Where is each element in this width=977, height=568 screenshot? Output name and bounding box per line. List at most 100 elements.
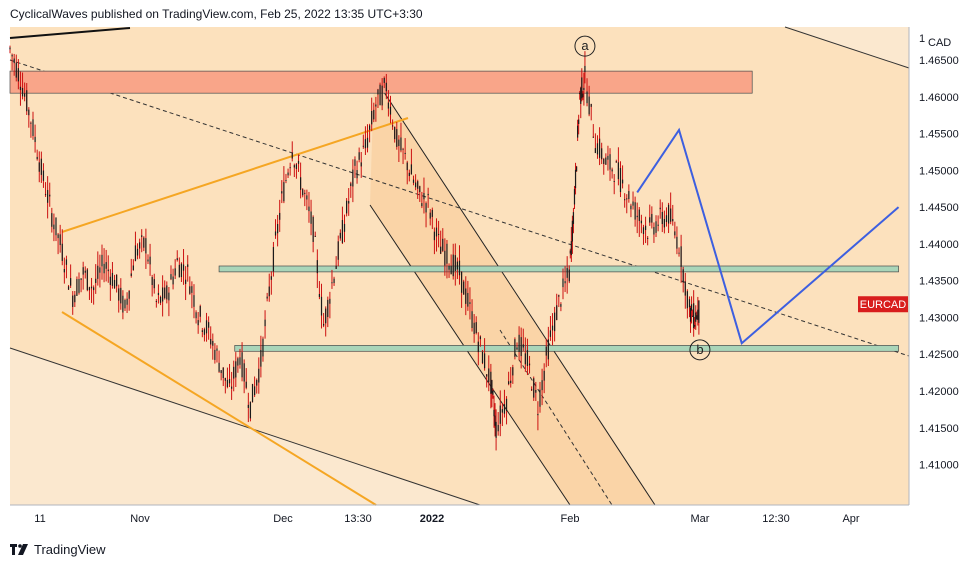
candle-body	[105, 262, 107, 269]
candle-body	[356, 170, 358, 179]
candle-body	[371, 110, 373, 125]
candle-body	[258, 368, 260, 383]
candle-body	[116, 274, 118, 287]
candle-body	[571, 220, 573, 242]
candle-body	[241, 352, 243, 378]
candle-body	[122, 295, 124, 313]
candle-body	[159, 296, 162, 303]
candle-body	[178, 264, 180, 278]
candle-body	[640, 220, 642, 224]
candle-body	[575, 166, 578, 172]
candle-body	[545, 346, 547, 356]
candle-body	[410, 164, 413, 175]
candle-body	[421, 203, 423, 207]
candle-body	[318, 293, 321, 297]
candle-body	[564, 281, 566, 284]
candle-body	[570, 241, 572, 256]
candle-body	[82, 267, 84, 275]
candle-body	[304, 192, 306, 194]
candle-body	[473, 322, 475, 334]
candle-body	[580, 87, 582, 104]
candle-body	[611, 169, 613, 172]
candle-body	[433, 231, 436, 241]
candle-body	[624, 199, 626, 201]
candle-body	[569, 250, 571, 254]
candle-body	[32, 119, 34, 136]
candle-body	[508, 381, 510, 385]
candle-body	[34, 136, 36, 143]
candle-body	[314, 235, 316, 237]
candle-body	[408, 172, 410, 177]
candle-body	[402, 148, 404, 150]
last-price-tag: EURCAD	[858, 296, 908, 313]
candle-body	[678, 252, 680, 254]
candle-body	[696, 315, 698, 320]
candle-body	[53, 224, 55, 230]
candle-body	[308, 206, 310, 212]
candle-body	[270, 276, 272, 280]
candle-body	[601, 148, 603, 160]
y-tick-label: 1.44000	[919, 239, 959, 251]
candle-body	[694, 324, 696, 327]
candle-body	[396, 129, 398, 147]
y-tick-label: 1.46500	[919, 55, 959, 67]
candle-body	[256, 379, 258, 386]
candle-body	[583, 87, 585, 91]
candle-body	[516, 347, 518, 350]
candle-body	[463, 281, 465, 295]
candle-body	[76, 279, 78, 296]
candle-body	[70, 278, 72, 286]
candle-body	[157, 292, 160, 296]
candle-body	[15, 62, 17, 78]
candle-body	[187, 264, 189, 267]
candle-body	[88, 287, 91, 291]
y-tick-label: 1.41500	[919, 423, 959, 435]
candle-body	[352, 169, 354, 187]
wave-label-circle-b	[689, 339, 711, 361]
candle-body	[644, 225, 647, 231]
wave-label-circle-a	[574, 35, 596, 57]
candle-body	[226, 379, 229, 387]
footer: TradingView	[10, 542, 106, 557]
candle-body	[469, 302, 471, 304]
candle-body	[400, 137, 402, 151]
candle-body	[471, 311, 473, 329]
candle-body	[143, 237, 145, 248]
candle-body	[59, 234, 61, 246]
candle-body	[543, 370, 545, 381]
candle-body	[17, 68, 19, 82]
candle-body	[535, 390, 537, 393]
y-axis-panel[interactable]	[910, 27, 977, 505]
candle-body	[310, 211, 312, 224]
candle-body	[254, 386, 256, 396]
candle-body	[364, 139, 367, 149]
candle-body	[168, 292, 170, 301]
candle-body	[40, 158, 42, 175]
candle-body	[13, 58, 15, 64]
candle-body	[316, 260, 318, 274]
candle-body	[51, 213, 53, 227]
candle-body	[690, 304, 693, 311]
y-tick-label: 1.43000	[919, 312, 959, 324]
wave-label-a: a	[581, 38, 589, 53]
candle-body	[36, 156, 38, 160]
candle-body	[195, 312, 197, 319]
candle-body	[251, 384, 254, 403]
candle-body	[21, 88, 24, 97]
candle-body	[30, 122, 32, 124]
candle-body	[325, 308, 327, 324]
candle-body	[588, 96, 590, 115]
candle-body	[423, 192, 425, 200]
candle-body	[528, 363, 531, 366]
candle-body	[435, 227, 438, 237]
x-axis-panel[interactable]	[10, 506, 909, 534]
candle-body	[446, 243, 448, 264]
candle-body	[394, 126, 396, 140]
candle-body	[93, 287, 95, 291]
candle-body	[274, 231, 277, 236]
candle-body	[220, 370, 222, 374]
candle-body	[494, 415, 496, 426]
zone-support-lower	[234, 345, 899, 352]
candle-body	[448, 265, 450, 270]
